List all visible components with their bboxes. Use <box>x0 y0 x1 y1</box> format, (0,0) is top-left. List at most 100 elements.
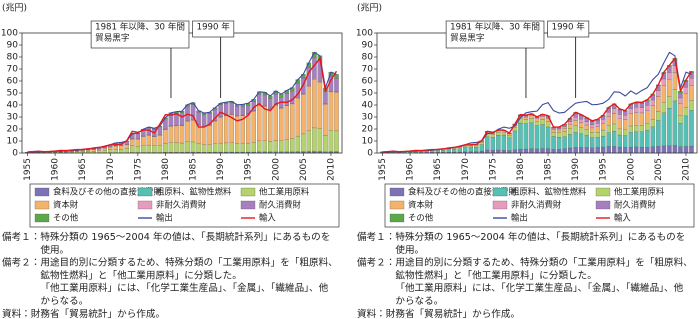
bar-segment <box>683 93 689 108</box>
legend-label: 資本財 <box>408 200 434 210</box>
bar-segment <box>135 146 141 153</box>
y-tick-label: 70 <box>7 65 19 75</box>
bar-segment <box>268 141 273 152</box>
bar-segment <box>163 129 168 144</box>
bar-segment <box>130 145 135 153</box>
y-tick-label: 30 <box>7 113 19 123</box>
x-tick-label: 1970 <box>461 158 471 181</box>
bar-segment <box>490 137 496 151</box>
bar-segment <box>556 128 562 131</box>
bar-segment <box>135 138 141 147</box>
bar-segment <box>223 142 229 153</box>
bar-segment <box>623 147 628 154</box>
bar-segment <box>600 129 606 137</box>
bar-segment <box>185 121 190 142</box>
bar-segment <box>240 106 245 116</box>
bar-segment <box>245 113 251 144</box>
bar-segment <box>689 78 694 86</box>
bar-segment <box>257 105 262 141</box>
note-label: 備考２： <box>357 257 395 269</box>
bar-segment <box>518 122 523 150</box>
bar-segment <box>279 140 284 152</box>
bar-segment <box>562 126 567 129</box>
annotation: 1990 年 <box>192 21 235 98</box>
bar-segment <box>196 143 201 153</box>
bar-segment <box>317 128 323 152</box>
bar-segment <box>545 121 551 128</box>
bar-segment <box>556 132 562 138</box>
bar-segment <box>672 145 678 154</box>
annotation-text: 1981 年以降、30 年間 <box>450 21 540 33</box>
bar-segment <box>634 125 639 133</box>
note-text: からなる。 <box>395 296 443 307</box>
x-tick-label: 1985 <box>544 158 554 181</box>
bar-segment <box>97 150 102 153</box>
annotation-text: 1981 年以降、30 年間 <box>95 21 185 33</box>
bar-segment <box>656 120 661 147</box>
bar-segment <box>152 136 157 146</box>
y-axis-unit: (兆円) <box>357 3 382 14</box>
x-tick-label: 1955 <box>23 158 33 181</box>
x-tick-label: 1990 <box>571 158 581 181</box>
bar-segment <box>501 149 507 154</box>
bar-segment <box>556 149 562 154</box>
note-text: からなる。 <box>40 296 88 307</box>
bar-segment <box>435 150 440 153</box>
bar-segment <box>589 147 595 154</box>
bar-segment <box>612 123 617 132</box>
bar-segment <box>623 111 628 116</box>
bar-segment <box>595 147 600 154</box>
bar-segment <box>201 114 207 127</box>
bar-segment <box>595 137 600 148</box>
bar-segment <box>328 91 334 131</box>
bar-segment <box>507 137 512 151</box>
legend-swatch <box>595 187 611 197</box>
bar-segment <box>578 127 584 134</box>
legend-swatch <box>389 187 405 197</box>
y-tick-label: 20 <box>7 125 19 135</box>
bar-segment <box>650 99 656 106</box>
bar-segment <box>667 107 672 146</box>
bar-segment <box>656 96 661 112</box>
bar-segment <box>683 115 689 147</box>
x-tick-label: 2000 <box>626 158 636 181</box>
y-tick-label: 50 <box>362 89 374 99</box>
y-tick-label: 80 <box>362 53 374 63</box>
bar-segment <box>334 151 339 153</box>
note-text: 特殊分類の 1965〜2004 年の値は、「長期統計系列」にあるものを <box>40 231 330 243</box>
bar-segment <box>501 132 507 136</box>
legend-swatch <box>137 200 153 210</box>
legend-swatch <box>240 200 256 210</box>
bar-segment <box>479 142 485 145</box>
bar-segment <box>301 133 306 152</box>
note-label: 資料： <box>357 308 386 319</box>
x-tick-label: 1960 <box>406 158 416 181</box>
bar-segment <box>474 145 479 148</box>
bar-segment <box>534 118 540 122</box>
y-tick-label: 60 <box>7 77 19 87</box>
bar-segment <box>306 86 312 131</box>
bar-segment <box>268 98 273 109</box>
bar-segment <box>257 140 262 152</box>
bar-segment <box>584 129 589 136</box>
bar-segment <box>135 133 141 139</box>
bar-segment <box>556 129 562 133</box>
bar-segment <box>85 151 91 153</box>
bar-segment <box>600 119 606 124</box>
bar-segment <box>567 134 573 149</box>
bar-segment <box>595 126 600 133</box>
bar-segment <box>80 150 85 152</box>
note-text: 財務省「貿易統計」から作成。 <box>386 308 520 319</box>
bar-segment <box>606 116 611 126</box>
bar-segment <box>301 94 306 135</box>
bar-segment <box>295 97 301 137</box>
annotation-box <box>90 20 190 49</box>
bar-segment <box>190 141 196 153</box>
legend-label: 粗原料、鉱物性燃料 <box>156 187 232 197</box>
bar-segment <box>623 135 628 148</box>
bar-segment <box>457 148 462 153</box>
bar-segment <box>612 146 617 154</box>
bar-segment <box>119 145 124 150</box>
bar-segment <box>556 137 562 150</box>
